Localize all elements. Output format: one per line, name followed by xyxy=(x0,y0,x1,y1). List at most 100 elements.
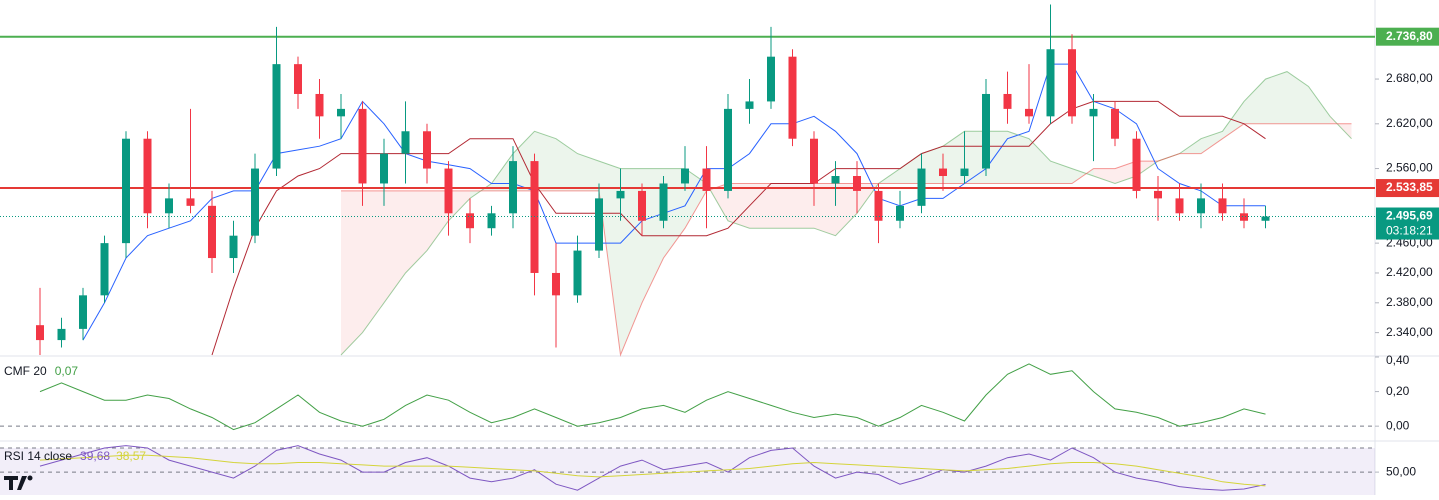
y-tick-label: 0,00 xyxy=(1386,418,1410,432)
candle-body xyxy=(681,168,689,184)
candle-body xyxy=(724,108,732,191)
cloud-fill xyxy=(405,190,427,273)
cloud-fill xyxy=(1201,131,1223,154)
candle-body xyxy=(1218,198,1227,214)
candle-body xyxy=(1132,138,1141,191)
candle-body xyxy=(229,235,238,259)
candle-body xyxy=(788,56,797,139)
candle-body xyxy=(638,190,646,221)
cloud-fill xyxy=(728,183,750,229)
y-tick-label: 2.560,00 xyxy=(1386,161,1433,175)
cloud-fill xyxy=(620,168,642,355)
candle-body xyxy=(122,138,130,244)
candle-body xyxy=(745,101,754,109)
candle-body xyxy=(143,138,152,214)
candle-body xyxy=(659,183,668,221)
last-price-label: 2.495,69 xyxy=(1386,209,1433,223)
cloud-fill xyxy=(1007,131,1029,184)
indicator-value: 38,57 xyxy=(116,449,146,463)
cloud-fill xyxy=(986,131,1008,184)
candle-body xyxy=(1068,49,1076,117)
y-tick-label: 0,20 xyxy=(1386,384,1410,398)
countdown: 03:18:21 xyxy=(1386,224,1433,238)
y-tick-label: 50,00 xyxy=(1386,464,1416,478)
candle-body xyxy=(939,168,947,177)
indicator-line xyxy=(39,363,1266,431)
candle-body xyxy=(79,295,87,329)
y-tick-label: 2.620,00 xyxy=(1386,116,1433,130)
candle-body xyxy=(1240,213,1248,221)
y-tick-label: 2.380,00 xyxy=(1386,295,1433,309)
indicator-line xyxy=(39,454,1266,487)
cloud-fill xyxy=(1287,71,1309,124)
candle-body xyxy=(487,213,496,229)
candle-body xyxy=(208,205,216,259)
level-label-box xyxy=(1376,179,1439,198)
cloud-fill xyxy=(599,161,621,355)
cloud-fill xyxy=(943,131,965,184)
candle-body xyxy=(767,56,775,102)
candle-body xyxy=(165,198,173,214)
cloud-fill xyxy=(921,146,943,184)
candle-body xyxy=(960,168,969,177)
candle-body xyxy=(552,272,560,296)
cloud-fill xyxy=(1093,168,1115,184)
plot: 2.340,002.380,002.420,002.460,002.560,00… xyxy=(0,4,1439,495)
cloud-fill xyxy=(685,168,707,229)
cloud-fill xyxy=(964,131,986,184)
candle-body xyxy=(1003,93,1012,109)
cloud-fill xyxy=(1265,71,1287,124)
candle-body xyxy=(100,243,109,296)
candle-body xyxy=(294,64,302,94)
candle-body xyxy=(57,328,66,341)
cloud-fill xyxy=(749,183,771,229)
y-tick-label: 2.340,00 xyxy=(1386,325,1433,339)
last-price-box xyxy=(1376,207,1439,240)
candle-body xyxy=(1197,198,1205,214)
cloud-fill xyxy=(362,190,384,333)
indicator-value: 39,68 xyxy=(80,449,110,463)
candle-body xyxy=(1025,108,1033,117)
candle-body xyxy=(874,190,883,221)
candle-body xyxy=(251,168,259,236)
candle-body xyxy=(1111,108,1119,139)
candle-body xyxy=(315,93,324,117)
candle-body xyxy=(595,198,603,251)
candle-body xyxy=(1261,216,1270,221)
y-tick-label: 2.420,00 xyxy=(1386,265,1433,279)
candle-body xyxy=(917,168,926,206)
candle-body xyxy=(509,161,517,214)
cloud-span-a xyxy=(340,71,1352,356)
cloud-fill xyxy=(835,183,857,236)
level-label: 2.533,85 xyxy=(1386,180,1433,194)
candle-body xyxy=(702,168,711,191)
cloud-fill xyxy=(771,183,793,229)
cloud-fill xyxy=(1308,86,1330,124)
candle-body xyxy=(36,325,44,341)
cloud-fill xyxy=(1029,138,1051,184)
candle-body xyxy=(853,176,861,191)
candle-body xyxy=(530,161,539,273)
candle-body xyxy=(810,138,818,184)
cloud-fill xyxy=(814,183,836,236)
level-label: 2.736,80 xyxy=(1386,29,1433,43)
cloud-fill xyxy=(792,183,814,229)
indicator-title: RSI 14 close xyxy=(4,449,72,463)
candle-body xyxy=(982,93,990,169)
cloud-fill xyxy=(556,138,578,191)
candle-body xyxy=(423,131,431,169)
candle-body xyxy=(1154,190,1162,199)
candle-body xyxy=(573,250,582,296)
candle-body xyxy=(186,198,195,206)
cloud-fill xyxy=(900,153,922,184)
cloud-fill xyxy=(427,190,449,251)
y-tick-label: 2.680,00 xyxy=(1386,71,1433,85)
cloud-fill xyxy=(534,131,556,191)
candle-body xyxy=(337,108,345,117)
candle-body xyxy=(444,168,453,214)
cloud-fill xyxy=(448,190,470,221)
cloud-fill xyxy=(1244,79,1266,124)
indicator-value: 0,07 xyxy=(55,364,79,378)
